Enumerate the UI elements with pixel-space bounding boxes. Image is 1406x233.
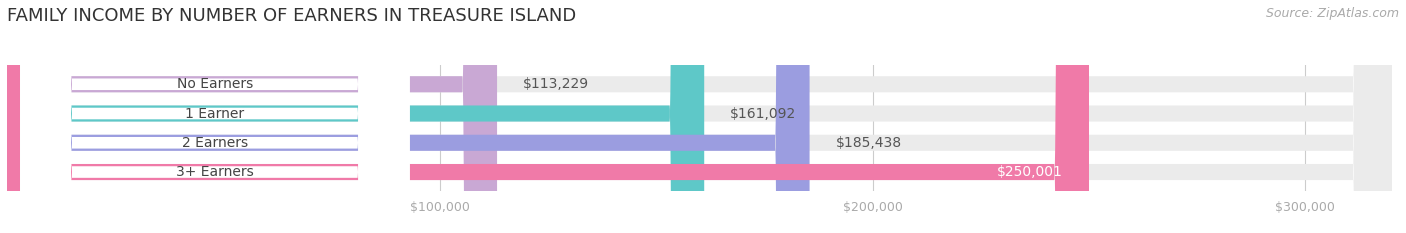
Text: No Earners: No Earners (177, 77, 253, 91)
FancyBboxPatch shape (7, 0, 1392, 233)
Text: $161,092: $161,092 (730, 106, 796, 120)
Text: $113,229: $113,229 (523, 77, 589, 91)
FancyBboxPatch shape (7, 0, 1392, 233)
FancyBboxPatch shape (7, 0, 704, 233)
Text: $185,438: $185,438 (835, 136, 901, 150)
Text: 2 Earners: 2 Earners (181, 136, 247, 150)
FancyBboxPatch shape (20, 0, 409, 233)
FancyBboxPatch shape (20, 0, 409, 233)
FancyBboxPatch shape (20, 0, 409, 233)
FancyBboxPatch shape (20, 0, 409, 233)
FancyBboxPatch shape (7, 0, 1090, 233)
Text: Source: ZipAtlas.com: Source: ZipAtlas.com (1265, 7, 1399, 20)
FancyBboxPatch shape (7, 0, 810, 233)
FancyBboxPatch shape (7, 0, 1392, 233)
FancyBboxPatch shape (7, 0, 1392, 233)
FancyBboxPatch shape (7, 0, 498, 233)
Text: 1 Earner: 1 Earner (186, 106, 245, 120)
Text: FAMILY INCOME BY NUMBER OF EARNERS IN TREASURE ISLAND: FAMILY INCOME BY NUMBER OF EARNERS IN TR… (7, 7, 576, 25)
Text: $250,001: $250,001 (997, 165, 1063, 179)
Text: 3+ Earners: 3+ Earners (176, 165, 253, 179)
